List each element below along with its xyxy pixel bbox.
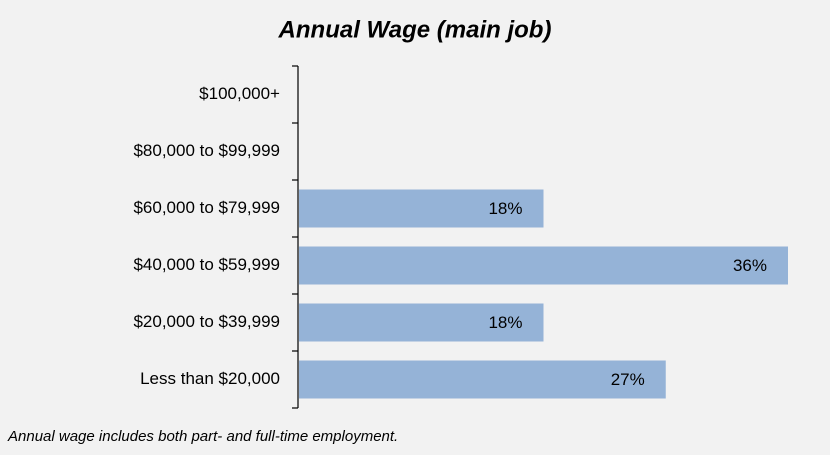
data-label: 18% <box>488 199 522 218</box>
data-label: 27% <box>611 370 645 389</box>
bar <box>299 246 788 285</box>
bar <box>299 360 666 399</box>
y-tick-label: Less than $20,000 <box>140 369 280 388</box>
y-tick-label: $100,000+ <box>199 84 280 103</box>
y-tick-label: $80,000 to $99,999 <box>133 141 280 160</box>
y-tick-label: $40,000 to $59,999 <box>133 255 280 274</box>
y-tick-label: $60,000 to $79,999 <box>133 198 280 217</box>
bar <box>299 303 544 342</box>
footnote: Annual wage includes both part- and full… <box>7 428 398 445</box>
data-label: 36% <box>733 256 767 275</box>
data-label: 18% <box>488 313 522 332</box>
bar <box>299 189 544 228</box>
y-tick-label: $20,000 to $39,999 <box>133 312 280 331</box>
chart-title: Annual Wage (main job) <box>278 16 552 43</box>
